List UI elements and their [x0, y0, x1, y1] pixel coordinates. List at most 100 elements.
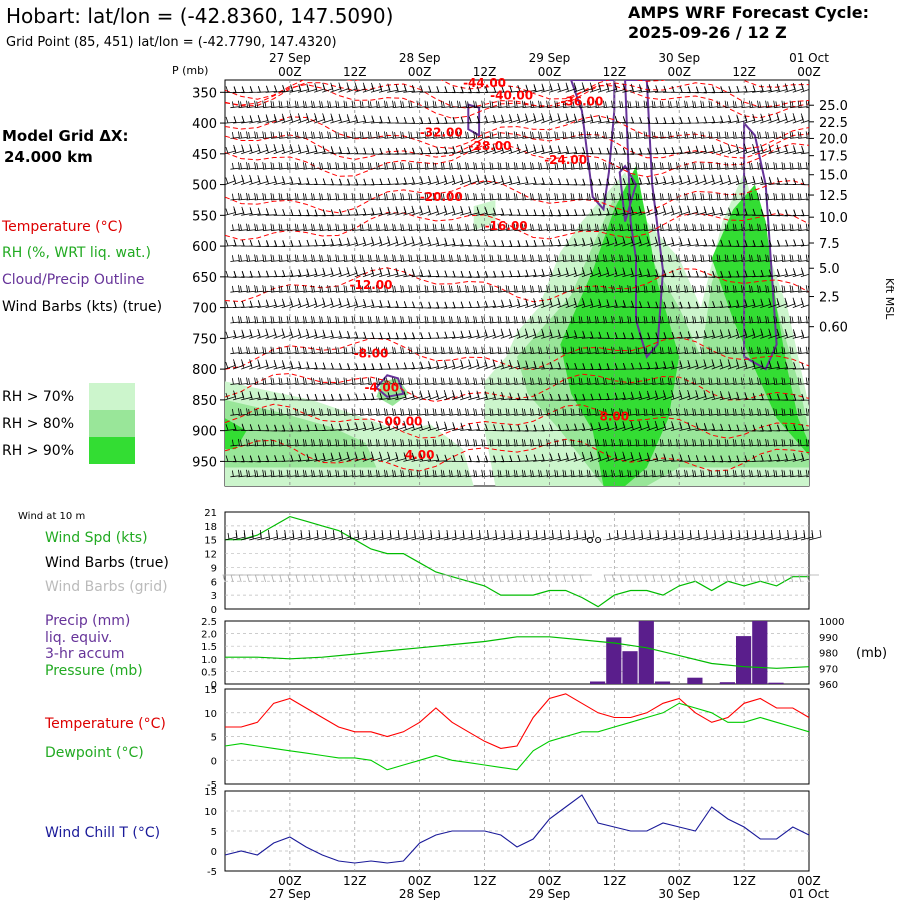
wind-barb: [800, 393, 809, 401]
wind-barb: [668, 131, 678, 139]
wind-barb: [498, 162, 508, 170]
pressure-tick-label: 850: [192, 394, 217, 409]
wind-barb: [773, 285, 784, 293]
wind-barb: [725, 100, 735, 109]
height-tick-label: 17.5: [819, 150, 848, 165]
wind-barb: [603, 254, 613, 262]
wind-barb: [522, 285, 532, 293]
wind-barb: [343, 285, 354, 293]
wind-barb: [384, 408, 394, 416]
wind-barb: [327, 223, 338, 232]
wind-barb: [506, 469, 516, 478]
wind-barb: [554, 131, 565, 139]
wind-barb: [489, 285, 500, 293]
wind-barb: [254, 131, 265, 139]
wind-barb: [514, 223, 524, 232]
temperature-contour-label: 4.00: [405, 448, 435, 462]
wind-barb: [765, 285, 776, 293]
wind-barb: [368, 285, 378, 293]
temperature-contour-label: -40.00: [490, 88, 533, 102]
wind-barb: [433, 254, 443, 262]
wind-panel-frame: [224, 511, 810, 610]
wind-barb: [295, 285, 305, 293]
wind-barb: [668, 254, 678, 262]
temperature-contour: [225, 84, 809, 119]
height-tick-label: 22.5: [819, 116, 848, 131]
wind-barb: [644, 162, 654, 170]
wind-barb: [506, 100, 516, 109]
wind-barb: [800, 115, 809, 124]
wind-barb: [368, 131, 378, 139]
model-grid-label: Model Grid ΔX:: [2, 127, 129, 145]
wind-barb: [400, 438, 411, 447]
wind-barb: [400, 408, 411, 416]
wind-barb: [660, 346, 670, 355]
height-axis-title: Kft MSL: [883, 278, 896, 320]
wind-barb: [619, 100, 630, 109]
wind-barb: [473, 315, 484, 324]
wind-barb: [368, 346, 378, 355]
wind-barb: [806, 193, 809, 201]
height-tick-label: 7.5: [819, 237, 840, 252]
pressure-axis: 350 400 450 500 550 600 650 700 750 800 850 900 950: [192, 86, 225, 470]
wind-barb: [619, 131, 630, 139]
wind-barb: [595, 223, 605, 232]
wind-barb: [327, 131, 338, 139]
wind-barb: [449, 223, 459, 232]
wind-barb: [619, 254, 630, 262]
wind-barb: [790, 377, 800, 385]
wind-barb: [652, 162, 662, 170]
wind-barb: [376, 285, 386, 293]
wind-barb: [279, 285, 289, 293]
wind-barb: [749, 438, 759, 447]
grid-wind-barb: [806, 574, 819, 583]
wind-barb: [246, 254, 257, 262]
wind-barb: [368, 162, 378, 170]
wind-barb: [433, 315, 443, 324]
wind-barb: [538, 438, 549, 447]
wind-barb: [530, 223, 540, 232]
wind-barb: [765, 377, 776, 385]
wind-barb: [603, 192, 613, 201]
wind-barb: [514, 408, 524, 416]
wind-barb: [800, 454, 809, 462]
wind-barb: [635, 162, 646, 170]
wind-barb: [562, 438, 573, 447]
wind-barb: [579, 100, 589, 109]
wind-barb: [360, 438, 370, 447]
wind-barb: [295, 131, 305, 139]
wind-barb: [262, 223, 273, 232]
wind-barb: [368, 192, 378, 201]
wind-panel-title: Wind at 10 m: [18, 511, 85, 522]
wind-barb: [808, 369, 809, 370]
wind-barb: [311, 285, 321, 293]
pressure-axis-title: P (mb): [172, 64, 208, 77]
pressure-tick-label: 450: [192, 148, 217, 163]
wind-barb: [733, 377, 743, 385]
wind-barb: [603, 377, 613, 385]
wind-barb: [425, 192, 435, 201]
temperature-contour-label: -16.00: [485, 219, 528, 233]
wind-barb: [473, 131, 484, 139]
wind-barb: [603, 100, 613, 109]
wind-barb: [319, 131, 330, 139]
wind-barb: [457, 408, 467, 416]
wind-barb: [571, 438, 581, 447]
wind-barb: [270, 315, 281, 324]
wind-barb: [343, 100, 354, 109]
wind-barb: [457, 162, 467, 170]
wind-barb: [327, 408, 338, 416]
wind-barb: [425, 285, 435, 293]
precip-bar: [687, 677, 703, 684]
wind-barb: [408, 192, 419, 201]
wind-barb: [538, 192, 549, 201]
wind-barb: [595, 377, 605, 385]
wind-barb: [692, 377, 703, 385]
legend-rh90-swatch: [89, 437, 135, 464]
wind-barb: [319, 285, 330, 293]
wind-barb: [635, 131, 646, 139]
wind-barb: [725, 223, 735, 232]
wind-barb: [254, 100, 265, 109]
wind-barb: [587, 377, 597, 385]
wind-barb: [433, 223, 443, 232]
